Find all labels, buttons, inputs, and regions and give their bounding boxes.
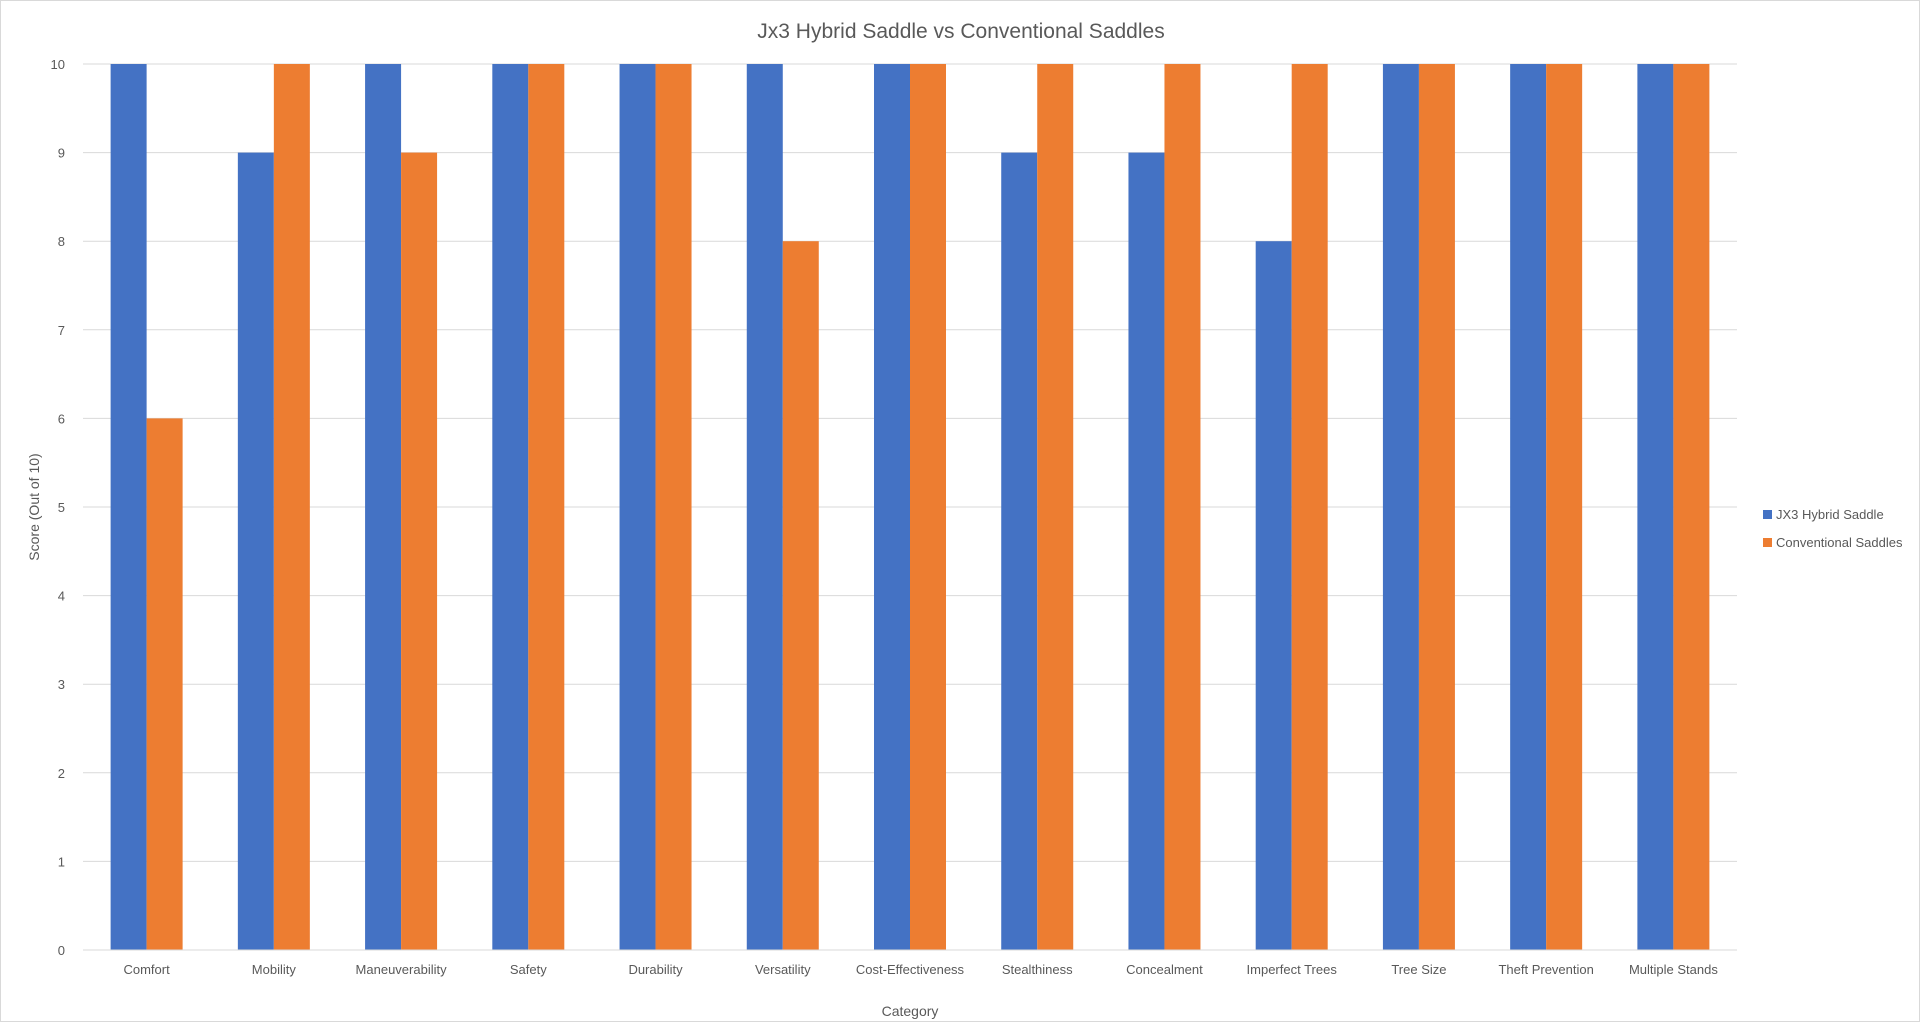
- legend: JX3 Hybrid Saddle Conventional Saddles: [1763, 507, 1903, 550]
- x-tick-label: Multiple Stands: [1629, 962, 1718, 977]
- legend-swatch: [1763, 510, 1772, 519]
- y-tick-label: 3: [58, 677, 65, 692]
- y-tick-label: 2: [58, 766, 65, 781]
- bar-jx3-7: [1001, 152, 1038, 951]
- bar-conventional-0: [146, 418, 183, 950]
- bar-jx3-9: [1255, 241, 1292, 950]
- x-tick-label: Theft Prevention: [1498, 962, 1593, 977]
- bar-conventional-10: [1418, 64, 1455, 950]
- y-tick-label: 1: [58, 854, 65, 869]
- bar-jx3-4: [619, 64, 656, 950]
- bar-jx3-2: [365, 64, 402, 950]
- y-tick-label: 9: [58, 146, 65, 161]
- bar-jx3-12: [1637, 64, 1674, 950]
- y-tick-label: 5: [58, 500, 65, 515]
- x-tick-label: Comfort: [123, 962, 170, 977]
- bar-conventional-9: [1291, 64, 1328, 950]
- bar-jx3-3: [492, 64, 529, 950]
- x-tick-label: Mobility: [252, 962, 297, 977]
- x-tick-label: Concealment: [1126, 962, 1203, 977]
- bar-conventional-3: [528, 64, 565, 950]
- y-tick-label: 4: [58, 589, 65, 604]
- bar-conventional-7: [1037, 64, 1074, 950]
- y-tick-label: 8: [58, 234, 65, 249]
- chart-title: Jx3 Hybrid Saddle vs Conventional Saddle…: [757, 20, 1164, 43]
- bar-jx3-0: [110, 64, 147, 950]
- bar-jx3-1: [237, 152, 274, 951]
- y-tick-label: 0: [58, 943, 65, 958]
- x-tick-label: Cost-Effectiveness: [856, 962, 965, 977]
- bar-jx3-10: [1382, 64, 1419, 950]
- legend-label: Conventional Saddles: [1776, 535, 1903, 550]
- x-tick-label: Tree Size: [1391, 962, 1446, 977]
- x-tick-label: Stealthiness: [1002, 962, 1073, 977]
- y-axis-ticks: 0 1 2 3 4 5 6 7 8 9 10: [51, 57, 65, 958]
- bar-conventional-2: [401, 152, 438, 951]
- y-tick-label: 10: [51, 57, 65, 72]
- y-tick-label: 6: [58, 411, 65, 426]
- x-tick-label: Versatility: [755, 962, 811, 977]
- bar-conventional-8: [1164, 64, 1201, 950]
- x-tick-label: Safety: [510, 962, 547, 977]
- bar-conventional-6: [910, 64, 946, 950]
- bar-jx3-11: [1510, 64, 1547, 950]
- bars: [110, 64, 1710, 951]
- x-tick-label: Imperfect Trees: [1247, 962, 1338, 977]
- y-tick-label: 7: [58, 323, 65, 338]
- bar-jx3-6: [874, 64, 910, 950]
- bar-conventional-4: [655, 64, 692, 950]
- x-tick-label: Durability: [628, 962, 683, 977]
- bar-jx3-5: [746, 64, 783, 950]
- bar-conventional-5: [782, 241, 819, 950]
- y-axis-title: Score (Out of 10): [26, 453, 42, 560]
- bar-conventional-12: [1673, 64, 1710, 950]
- bar-conventional-11: [1546, 64, 1583, 950]
- x-axis-title: Category: [882, 1003, 939, 1019]
- bar-jx3-8: [1128, 152, 1165, 951]
- legend-label: JX3 Hybrid Saddle: [1776, 507, 1884, 522]
- legend-swatch: [1763, 538, 1772, 547]
- x-axis-ticks: Comfort Mobility Maneuverability Safety Dura…: [123, 962, 1718, 977]
- x-tick-label: Maneuverability: [356, 962, 448, 977]
- bar-conventional-1: [273, 64, 310, 950]
